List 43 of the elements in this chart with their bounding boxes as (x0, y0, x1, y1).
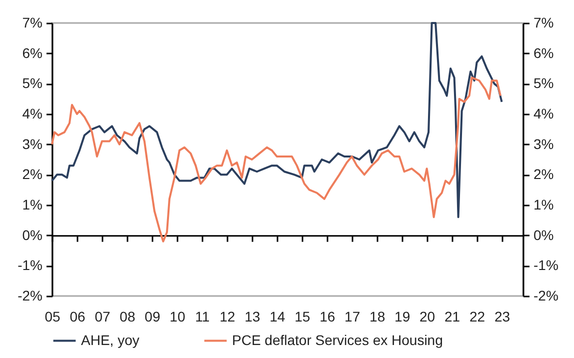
y-tick-label: 3% (22, 136, 42, 152)
x-tick-label: 11 (195, 308, 210, 324)
x-tick-label: 19 (394, 308, 410, 324)
y2-tick-label: 2% (534, 166, 554, 182)
x-tick-label: 08 (120, 308, 136, 324)
y2-tick-label: -1% (534, 257, 558, 274)
y2-tick-label: 4% (534, 106, 554, 122)
y-tick-label: -2% (18, 288, 42, 304)
x-tick-label: 22 (469, 308, 486, 324)
y2-tick-label: 7% (534, 14, 554, 30)
y-tick-label: 4% (22, 106, 42, 122)
x-tick-label: 17 (344, 308, 360, 324)
y-tick-label: 2% (22, 166, 42, 182)
legend-label: AHE, yoy (81, 332, 140, 348)
y-tick-label: 6% (22, 44, 42, 61)
x-tick-label: 09 (144, 308, 160, 324)
x-tick-label: 10 (170, 308, 186, 324)
line-series (51, 76, 502, 242)
x-tick-label: 12 (220, 308, 236, 324)
x-tick-label: 23 (494, 308, 510, 324)
line-series (51, 22, 503, 218)
x-tick-label: 14 (270, 308, 286, 324)
y-tick-label: 7% (22, 14, 42, 30)
x-tick-label: 20 (420, 308, 436, 324)
y2-tick-label: 5% (534, 75, 554, 92)
y2-tick-label: 0% (534, 226, 554, 243)
x-tick-label: 13 (244, 308, 260, 324)
x-tick-label: 06 (70, 308, 86, 324)
x-tick-label: 15 (294, 308, 310, 324)
x-tick-label: 07 (94, 308, 110, 324)
x-tick-label: 21 (444, 308, 460, 324)
y2-tick-label: 3% (534, 136, 554, 152)
y-tick-label: 1% (22, 196, 42, 212)
y-tick-label: 0% (22, 226, 42, 243)
y2-tick-label: 6% (534, 44, 554, 61)
y-tick-label: 5% (22, 75, 42, 92)
x-tick-label: 16 (320, 308, 336, 324)
legend-label: PCE deflator Services ex Housing (232, 332, 443, 348)
y2-tick-label: 1% (534, 196, 554, 212)
y-tick-label: -1% (18, 257, 42, 274)
x-tick-label: 05 (44, 308, 60, 324)
x-tick-label: 18 (370, 308, 386, 324)
y2-tick-label: -2% (534, 288, 558, 304)
